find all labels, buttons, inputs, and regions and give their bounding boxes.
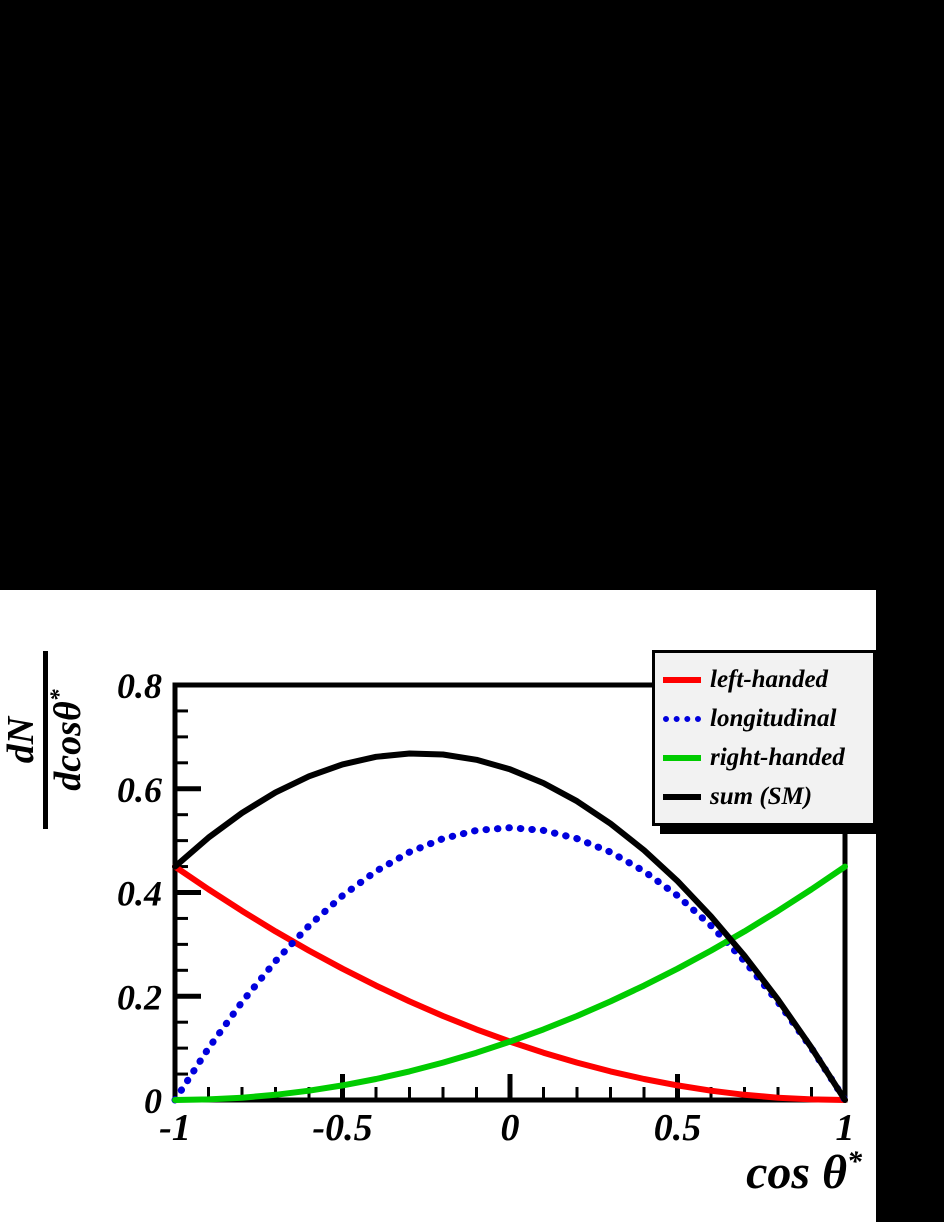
y-axis-label-denominator-sup: * <box>46 689 73 702</box>
legend-item-right-handed: right-handed <box>663 738 865 777</box>
y-tick-label: 0.6 <box>117 770 162 810</box>
curve-longitudinal <box>171 824 849 1104</box>
legend-item-left-handed: left-handed <box>663 660 865 699</box>
x-axis-label-sup: * <box>847 1145 862 1178</box>
y-tick-label: 0.2 <box>117 977 162 1017</box>
x-axis-label-base: cos θ <box>746 1146 847 1199</box>
y-axis-label-numerator: dN <box>0 716 42 764</box>
plot-frame <box>172 682 848 1103</box>
legend-label-left-handed: left-handed <box>710 665 829 693</box>
y-tick-label: 0 <box>144 1081 162 1121</box>
legend-label-longitudinal: longitudinal <box>710 704 837 732</box>
legend-swatch-right-handed <box>663 754 701 761</box>
y-tick-label: 0.8 <box>117 666 162 706</box>
curve-sum-sm <box>172 750 848 1103</box>
legend-item-sum-sm: sum (SM) <box>663 777 865 816</box>
plot-panel: 0 0.2 0.4 0.6 0.8 -1 -0.5 0 0.5 1 dN dcosθ* cos θ… <box>0 590 876 1222</box>
curve-left-handed <box>172 863 848 1103</box>
x-axis-label: cos θ* <box>746 1145 862 1200</box>
legend-label-sum-sm: sum (SM) <box>710 782 813 810</box>
legend-item-longitudinal: longitudinal <box>663 699 865 738</box>
x-tick-label: -0.5 <box>312 1107 372 1149</box>
x-tick-label: 0 <box>501 1107 520 1149</box>
x-tick-label: -1 <box>159 1107 191 1149</box>
legend-swatch-left-handed <box>663 676 701 683</box>
y-tick-label: 0.4 <box>117 874 162 914</box>
legend-swatch-longitudinal <box>663 715 701 722</box>
y-axis-label: dN dcosθ* <box>0 645 102 835</box>
y-axis-label-denominator-base: dcosθ <box>46 701 89 791</box>
x-tick-label: 0.5 <box>654 1107 702 1149</box>
legend-label-right-handed: right-handed <box>710 743 845 771</box>
curve-right-handed <box>172 863 848 1103</box>
x-tick-label: 1 <box>836 1107 855 1149</box>
chart-svg: 0 0.2 0.4 0.6 0.8 -1 -0.5 0 0.5 1 <box>117 666 855 1149</box>
y-axis-label-denominator: dcosθ* <box>46 645 89 835</box>
legend-swatch-sum-sm <box>663 793 701 800</box>
legend-box: left-handed longitudinal right-handed sum (… <box>652 650 876 826</box>
